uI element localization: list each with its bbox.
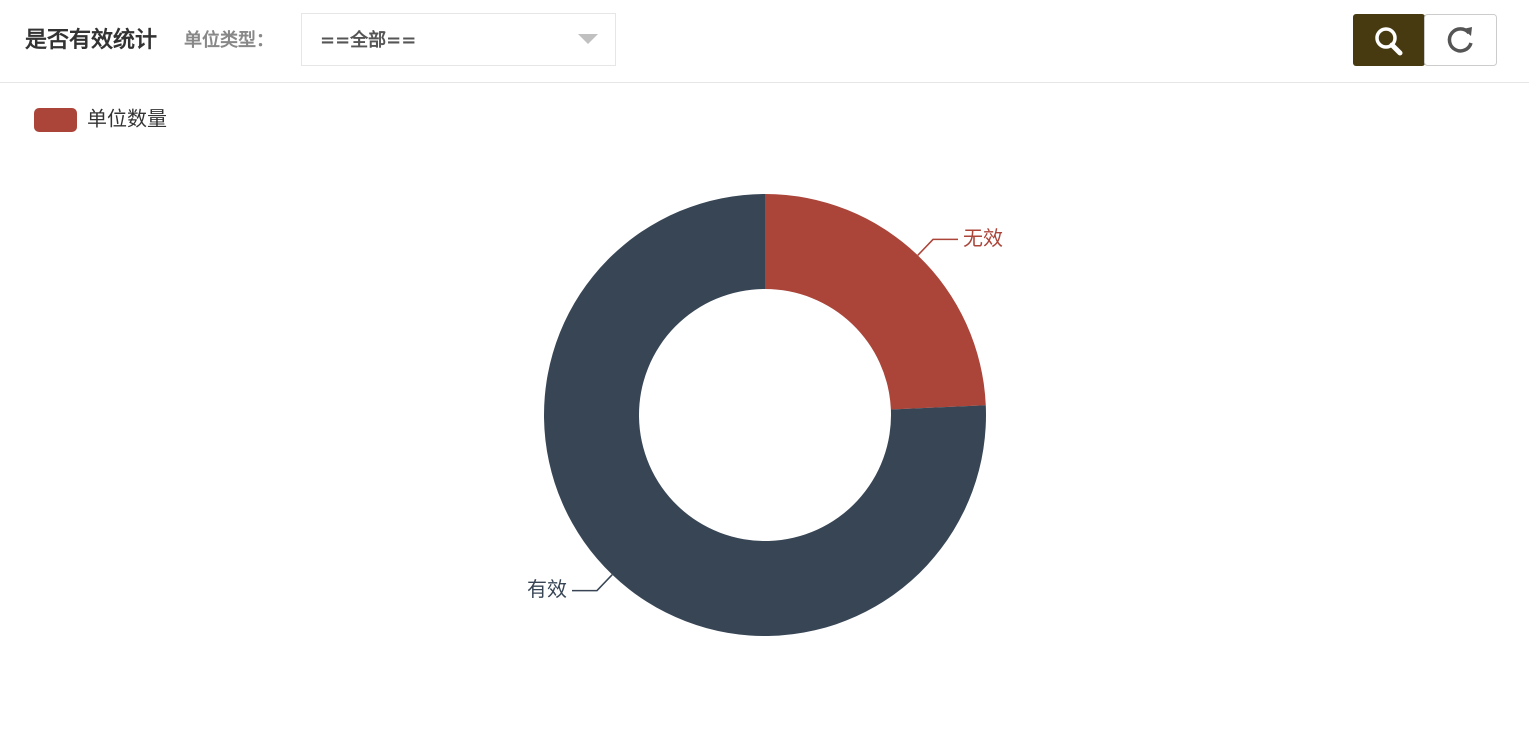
donut-slice	[544, 194, 986, 636]
select-value[interactable]: ==全部==	[320, 29, 416, 51]
search-icon[interactable]	[1375, 27, 1397, 49]
refresh-icon[interactable]	[1447, 27, 1473, 53]
search-button[interactable]	[1353, 14, 1425, 66]
label-leader	[917, 238, 959, 256]
refresh-button-bg[interactable]	[1424, 14, 1497, 66]
refresh-icon-arrow[interactable]	[1463, 27, 1472, 36]
legend-label: 单位数量	[87, 107, 167, 131]
legend-swatch	[34, 108, 77, 132]
select-box[interactable]	[301, 13, 616, 66]
label-leader	[571, 574, 613, 592]
select-arrow[interactable]	[578, 34, 598, 44]
search-icon-handle[interactable]	[1389, 42, 1403, 56]
page-title: 是否有效统计	[25, 27, 157, 53]
search-button-bg[interactable]	[1353, 14, 1425, 66]
slice-label: 有效	[527, 577, 567, 601]
donut-slice	[765, 194, 986, 410]
select[interactable]: ==全部==	[301, 13, 616, 66]
filter-label: 单位类型：	[184, 29, 274, 51]
slice-label: 无效	[963, 226, 1003, 250]
refresh-button[interactable]	[1424, 14, 1497, 66]
